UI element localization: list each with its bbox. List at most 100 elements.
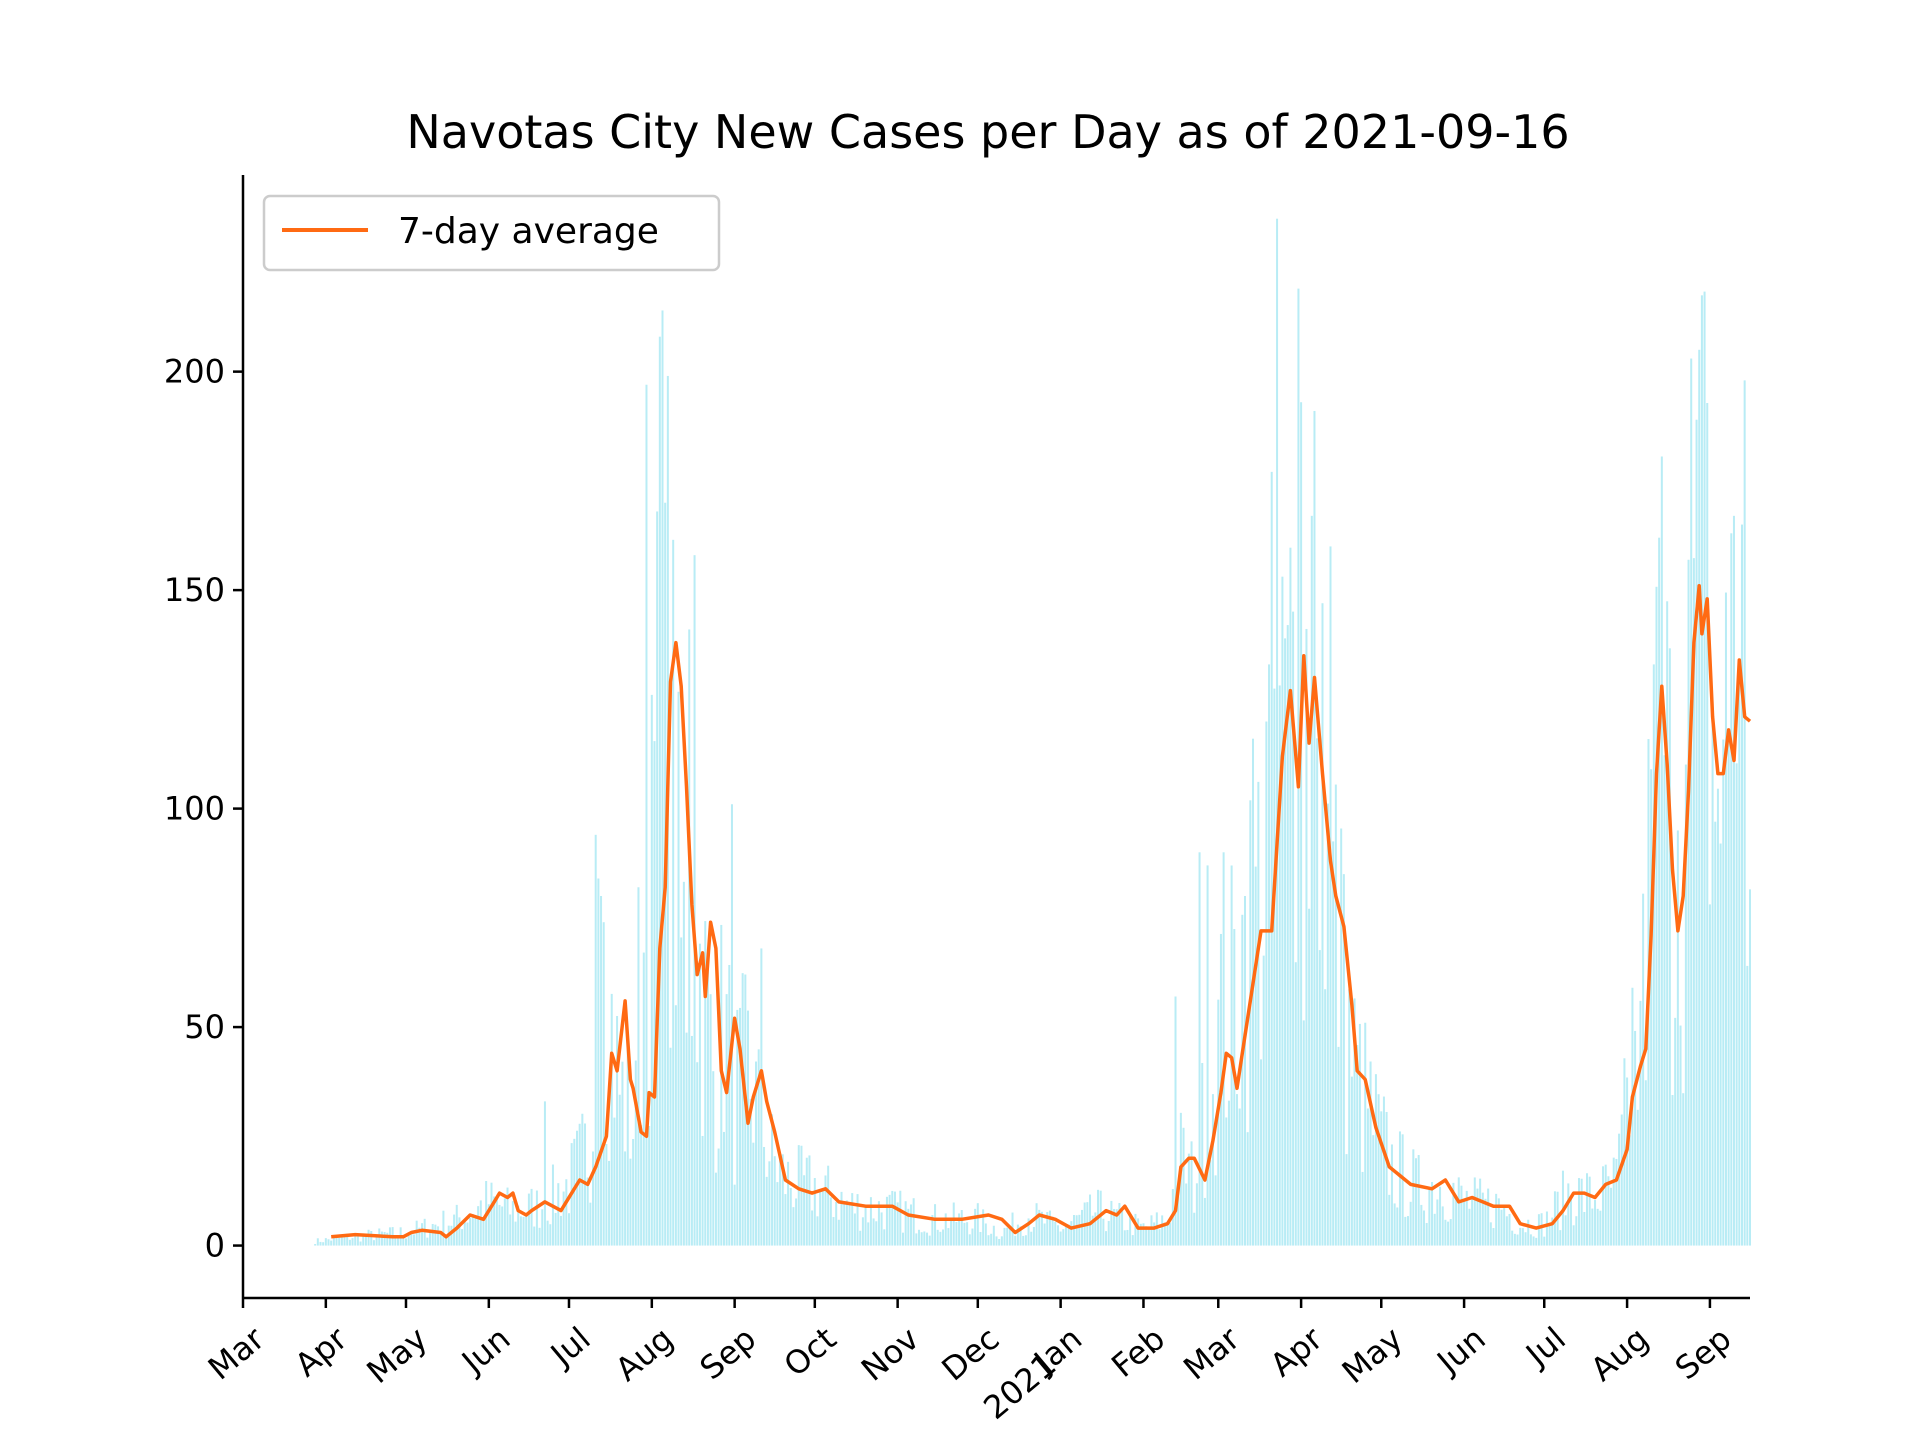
daily-bar	[1067, 1224, 1070, 1246]
daily-bar	[1000, 1236, 1003, 1246]
daily-bar	[559, 1215, 562, 1246]
daily-bar	[1035, 1203, 1038, 1246]
daily-bar	[827, 1165, 830, 1246]
daily-bar	[506, 1187, 509, 1246]
daily-bar	[530, 1188, 533, 1246]
daily-bar	[824, 1175, 827, 1246]
daily-bar	[1428, 1189, 1431, 1246]
daily-bar	[645, 384, 648, 1246]
daily-bar	[1748, 889, 1752, 1246]
seven-day-average-path	[331, 583, 1752, 1239]
daily-bar	[843, 1201, 846, 1246]
daily-bar	[1516, 1234, 1519, 1246]
daily-bar	[928, 1235, 931, 1246]
daily-bar	[1412, 1149, 1415, 1246]
daily-bar	[915, 1233, 918, 1246]
daily-bar	[909, 1204, 912, 1246]
daily-bar	[578, 1123, 581, 1246]
daily-bar	[1051, 1216, 1054, 1246]
daily-bar	[1495, 1193, 1498, 1246]
daily-bar	[757, 1049, 760, 1246]
daily-bar	[602, 922, 605, 1246]
daily-bar	[682, 881, 685, 1246]
daily-bar	[356, 1233, 359, 1246]
daily-bar	[885, 1196, 888, 1246]
daily-bar	[1431, 1182, 1434, 1246]
daily-bar	[1145, 1226, 1148, 1246]
daily-bar	[1048, 1210, 1051, 1246]
daily-bar	[1569, 1198, 1572, 1246]
x-tick-label: Apr	[1263, 1319, 1330, 1384]
daily-bar	[1711, 702, 1714, 1246]
y-tick-label: 0	[205, 1227, 225, 1265]
daily-bar	[1679, 1025, 1682, 1246]
daily-bar	[1142, 1223, 1145, 1246]
daily-bar	[776, 1182, 779, 1246]
daily-bar	[437, 1226, 440, 1246]
daily-bar	[1217, 999, 1220, 1246]
daily-bar	[1719, 843, 1722, 1246]
daily-bar	[327, 1239, 330, 1246]
daily-bar	[1003, 1227, 1006, 1246]
daily-bar	[1687, 559, 1690, 1246]
daily-bar	[1406, 1216, 1409, 1246]
daily-bar	[1078, 1214, 1081, 1246]
daily-bar	[335, 1236, 338, 1246]
daily-bar	[688, 629, 691, 1246]
daily-bar	[1468, 1208, 1471, 1246]
daily-bar	[837, 1219, 840, 1246]
daily-bar	[1559, 1230, 1562, 1246]
daily-bar	[741, 973, 744, 1246]
daily-bar	[1497, 1198, 1500, 1246]
daily-bar	[1027, 1218, 1030, 1246]
daily-bar	[893, 1191, 896, 1246]
daily-bar	[942, 1229, 945, 1246]
daily-bar	[714, 1172, 717, 1246]
daily-bar	[1551, 1217, 1554, 1246]
daily-bar	[1380, 1111, 1383, 1246]
daily-bar	[1532, 1236, 1535, 1246]
daily-bar	[1540, 1213, 1543, 1246]
daily-bar	[923, 1231, 926, 1246]
daily-bar	[1385, 1111, 1388, 1246]
daily-bar	[1064, 1225, 1067, 1246]
daily-bar	[1340, 828, 1343, 1246]
daily-bar	[1016, 1224, 1019, 1246]
daily-bar	[396, 1235, 399, 1246]
daily-bar	[1121, 1210, 1124, 1246]
daily-bar	[1655, 586, 1658, 1246]
daily-bar	[1404, 1216, 1407, 1246]
daily-bar	[918, 1229, 921, 1246]
x-tick-label: Aug	[1583, 1319, 1655, 1388]
daily-bar	[1658, 537, 1661, 1246]
daily-bar	[1139, 1223, 1142, 1246]
x-tick-label: May	[1335, 1319, 1410, 1391]
daily-bar	[1668, 648, 1671, 1246]
daily-bar	[1276, 218, 1279, 1246]
daily-bar	[471, 1214, 474, 1246]
daily-bar	[749, 1098, 752, 1246]
daily-bar	[410, 1232, 413, 1246]
daily-bar	[920, 1232, 923, 1246]
daily-bar	[592, 1151, 595, 1246]
daily-bar	[763, 1146, 766, 1246]
daily-bar	[677, 691, 680, 1246]
daily-bar	[1214, 1175, 1217, 1246]
daily-bar	[1735, 763, 1738, 1246]
daily-bar	[1195, 1183, 1198, 1246]
daily-bar	[1503, 1206, 1506, 1246]
daily-bar	[1529, 1234, 1532, 1246]
daily-bar	[1310, 515, 1313, 1246]
daily-bar	[1260, 1059, 1263, 1246]
daily-bar	[517, 1205, 520, 1246]
daily-bar	[1166, 1222, 1169, 1246]
daily-bar	[1610, 1187, 1613, 1246]
daily-bar	[1241, 914, 1244, 1246]
daily-bar	[971, 1228, 974, 1246]
daily-bar	[1345, 1154, 1348, 1246]
daily-bar	[610, 993, 613, 1246]
daily-bar	[514, 1221, 517, 1246]
daily-bar	[359, 1241, 362, 1246]
daily-bar	[816, 1216, 819, 1246]
